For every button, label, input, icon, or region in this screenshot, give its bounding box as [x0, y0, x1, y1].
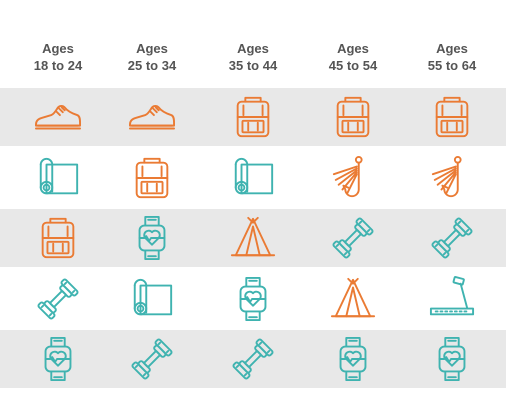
backpack-icon — [435, 96, 469, 138]
sneaker-icon — [129, 105, 176, 130]
fitness-watch-icon — [339, 336, 367, 382]
column-header-label: Ages — [42, 41, 74, 56]
grid-cell — [402, 209, 502, 267]
icon-row-4 — [0, 270, 506, 328]
column-header-age-range: 55 to 64 — [427, 58, 477, 73]
yoga-mat-icon — [133, 278, 173, 316]
grid-cell — [8, 270, 108, 328]
grid-cell — [102, 149, 202, 207]
backpack-icon — [135, 157, 169, 199]
icon-row-1 — [0, 88, 506, 146]
grid-cell — [303, 270, 403, 328]
dumbbell-icon — [37, 278, 79, 320]
grid-cell — [102, 330, 202, 388]
grid-cell — [8, 330, 108, 388]
treadmill-icon — [429, 276, 475, 316]
column-header-5: Ages 55 to 64 — [402, 40, 502, 74]
yoga-mat-icon — [39, 157, 79, 195]
grid-cell — [102, 88, 202, 146]
fitness-watch-icon — [239, 276, 267, 322]
tent-icon — [230, 216, 276, 257]
grid-cell — [203, 330, 303, 388]
backpack-icon — [336, 96, 370, 138]
grid-cell — [203, 88, 303, 146]
backpack-icon — [41, 217, 75, 259]
column-header-age-range: 45 to 54 — [328, 58, 378, 73]
grid-cell — [8, 88, 108, 146]
grid-cell — [203, 149, 303, 207]
sneaker-icon — [35, 105, 81, 130]
column-header-2: Ages 25 to 34 — [102, 40, 202, 74]
grid-cell — [303, 149, 403, 207]
fitness-watch-icon — [138, 215, 166, 261]
column-headers: Ages 18 to 24 Ages 25 to 34 Ages 35 to 44 Ages… — [0, 40, 506, 80]
grid-cell — [102, 209, 202, 267]
dumbbell-icon — [332, 217, 374, 259]
fitness-watch-icon — [44, 336, 72, 382]
grid-cell — [303, 88, 403, 146]
column-header-4: Ages 45 to 54 — [303, 40, 403, 74]
grid-cell — [203, 209, 303, 267]
column-header-age-range: 25 to 34 — [127, 58, 177, 73]
grid-cell — [203, 270, 303, 328]
column-header-label: Ages — [436, 41, 468, 56]
grid-cell — [402, 330, 502, 388]
tent-icon — [330, 277, 376, 318]
column-header-label: Ages — [136, 41, 168, 56]
fishing-hook-icon — [332, 155, 363, 198]
grid-cell — [303, 330, 403, 388]
fishing-hook-icon — [431, 155, 462, 198]
fitness-watch-icon — [438, 336, 466, 382]
grid-cell — [303, 209, 403, 267]
dumbbell-icon — [131, 338, 173, 380]
grid-cell — [402, 149, 502, 207]
icon-row-3 — [0, 209, 506, 267]
column-header-age-range: 18 to 24 — [33, 58, 83, 73]
grid-cell — [102, 270, 202, 328]
column-header-label: Ages — [337, 41, 369, 56]
column-header-age-range: 35 to 44 — [228, 58, 278, 73]
backpack-icon — [236, 96, 270, 138]
column-header-3: Ages 35 to 44 — [203, 40, 303, 74]
grid-cell — [8, 209, 108, 267]
yoga-mat-icon — [234, 157, 274, 195]
dumbbell-icon — [431, 217, 473, 259]
grid-cell — [8, 149, 108, 207]
icon-row-5 — [0, 330, 506, 388]
dumbbell-icon — [232, 338, 274, 380]
grid-cell — [402, 88, 502, 146]
grid-cell — [402, 270, 502, 328]
column-header-label: Ages — [237, 41, 269, 56]
icon-row-2 — [0, 149, 506, 207]
column-header-1: Ages 18 to 24 — [8, 40, 108, 74]
